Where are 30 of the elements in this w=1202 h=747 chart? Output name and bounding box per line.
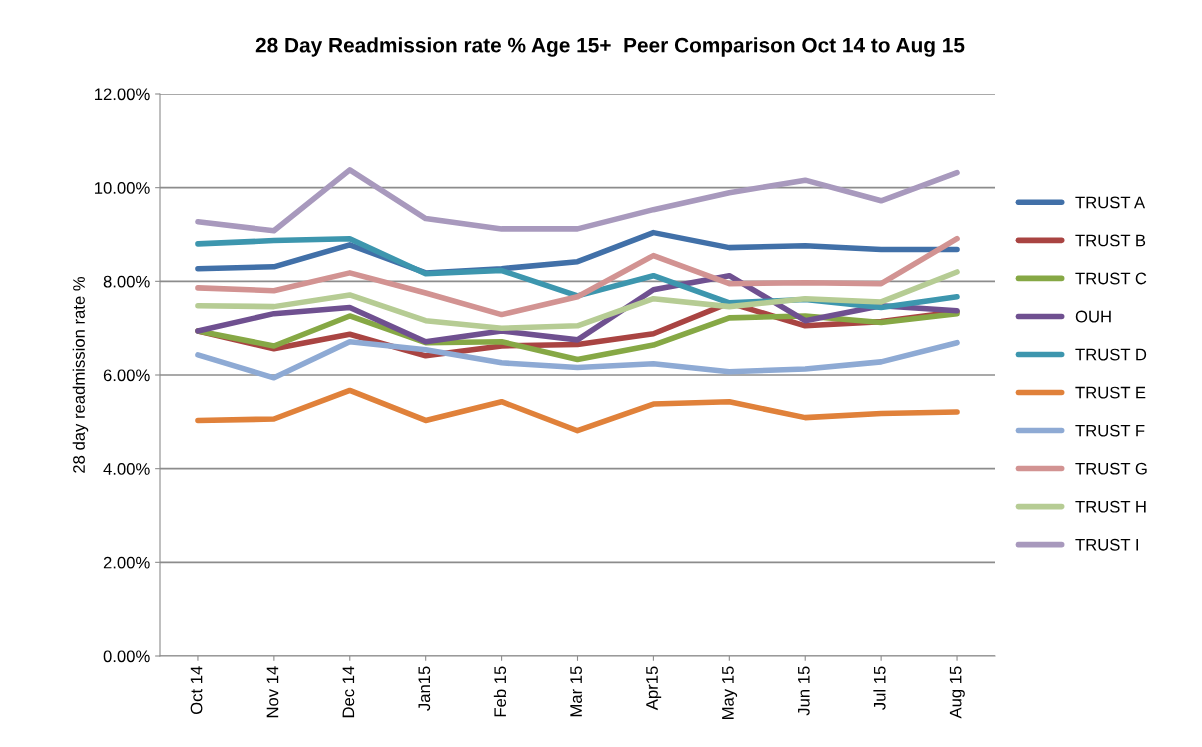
- legend-label: TRUST F: [1075, 424, 1145, 437]
- y-tick-label: 2.00%: [103, 556, 150, 569]
- x-tick-label: Dec 14: [342, 666, 355, 718]
- legend-label: TRUST I: [1075, 538, 1138, 551]
- x-tick-label: Nov 14: [266, 666, 279, 718]
- chart-title: 28 Day Readmission rate % Age 15+ Peer Comparison Oct 14 to Aug 15: [255, 37, 965, 57]
- x-tick-label: Feb 15: [493, 666, 507, 717]
- x-tick-label: Jun 15: [798, 666, 810, 716]
- x-tick-label: May 15: [722, 666, 738, 720]
- legend-label: TRUST A: [1075, 196, 1146, 209]
- legend-label: TRUST B: [1075, 234, 1146, 247]
- x-tick-label: Mar 15: [570, 666, 582, 717]
- y-tick-label: 6.00%: [103, 369, 150, 382]
- legend-label: TRUST D: [1075, 348, 1147, 361]
- legend-label: TRUST C: [1075, 272, 1147, 285]
- legend-label: TRUST H: [1075, 500, 1146, 513]
- y-tick-label: 8.00%: [103, 275, 150, 288]
- x-tick-label: Jan15: [418, 666, 431, 711]
- x-tick-label: Oct 14: [190, 666, 203, 715]
- y-tick-label: 10.00%: [95, 182, 150, 194]
- y-tick-label: 4.00%: [103, 463, 150, 475]
- legend-label: TRUST E: [1075, 386, 1146, 399]
- y-tick-label: 0.00%: [103, 650, 150, 663]
- x-tick-label: Aug 15: [949, 666, 965, 719]
- y-axis-title: 28 day readmission rate %: [72, 276, 89, 473]
- legend-label: OUH: [1075, 310, 1111, 323]
- x-tick-label: Apr15: [646, 666, 662, 711]
- legend-label: TRUST G: [1075, 462, 1147, 475]
- y-tick-label: 12.00%: [95, 88, 150, 101]
- x-tick-label: Jul 15: [873, 666, 886, 710]
